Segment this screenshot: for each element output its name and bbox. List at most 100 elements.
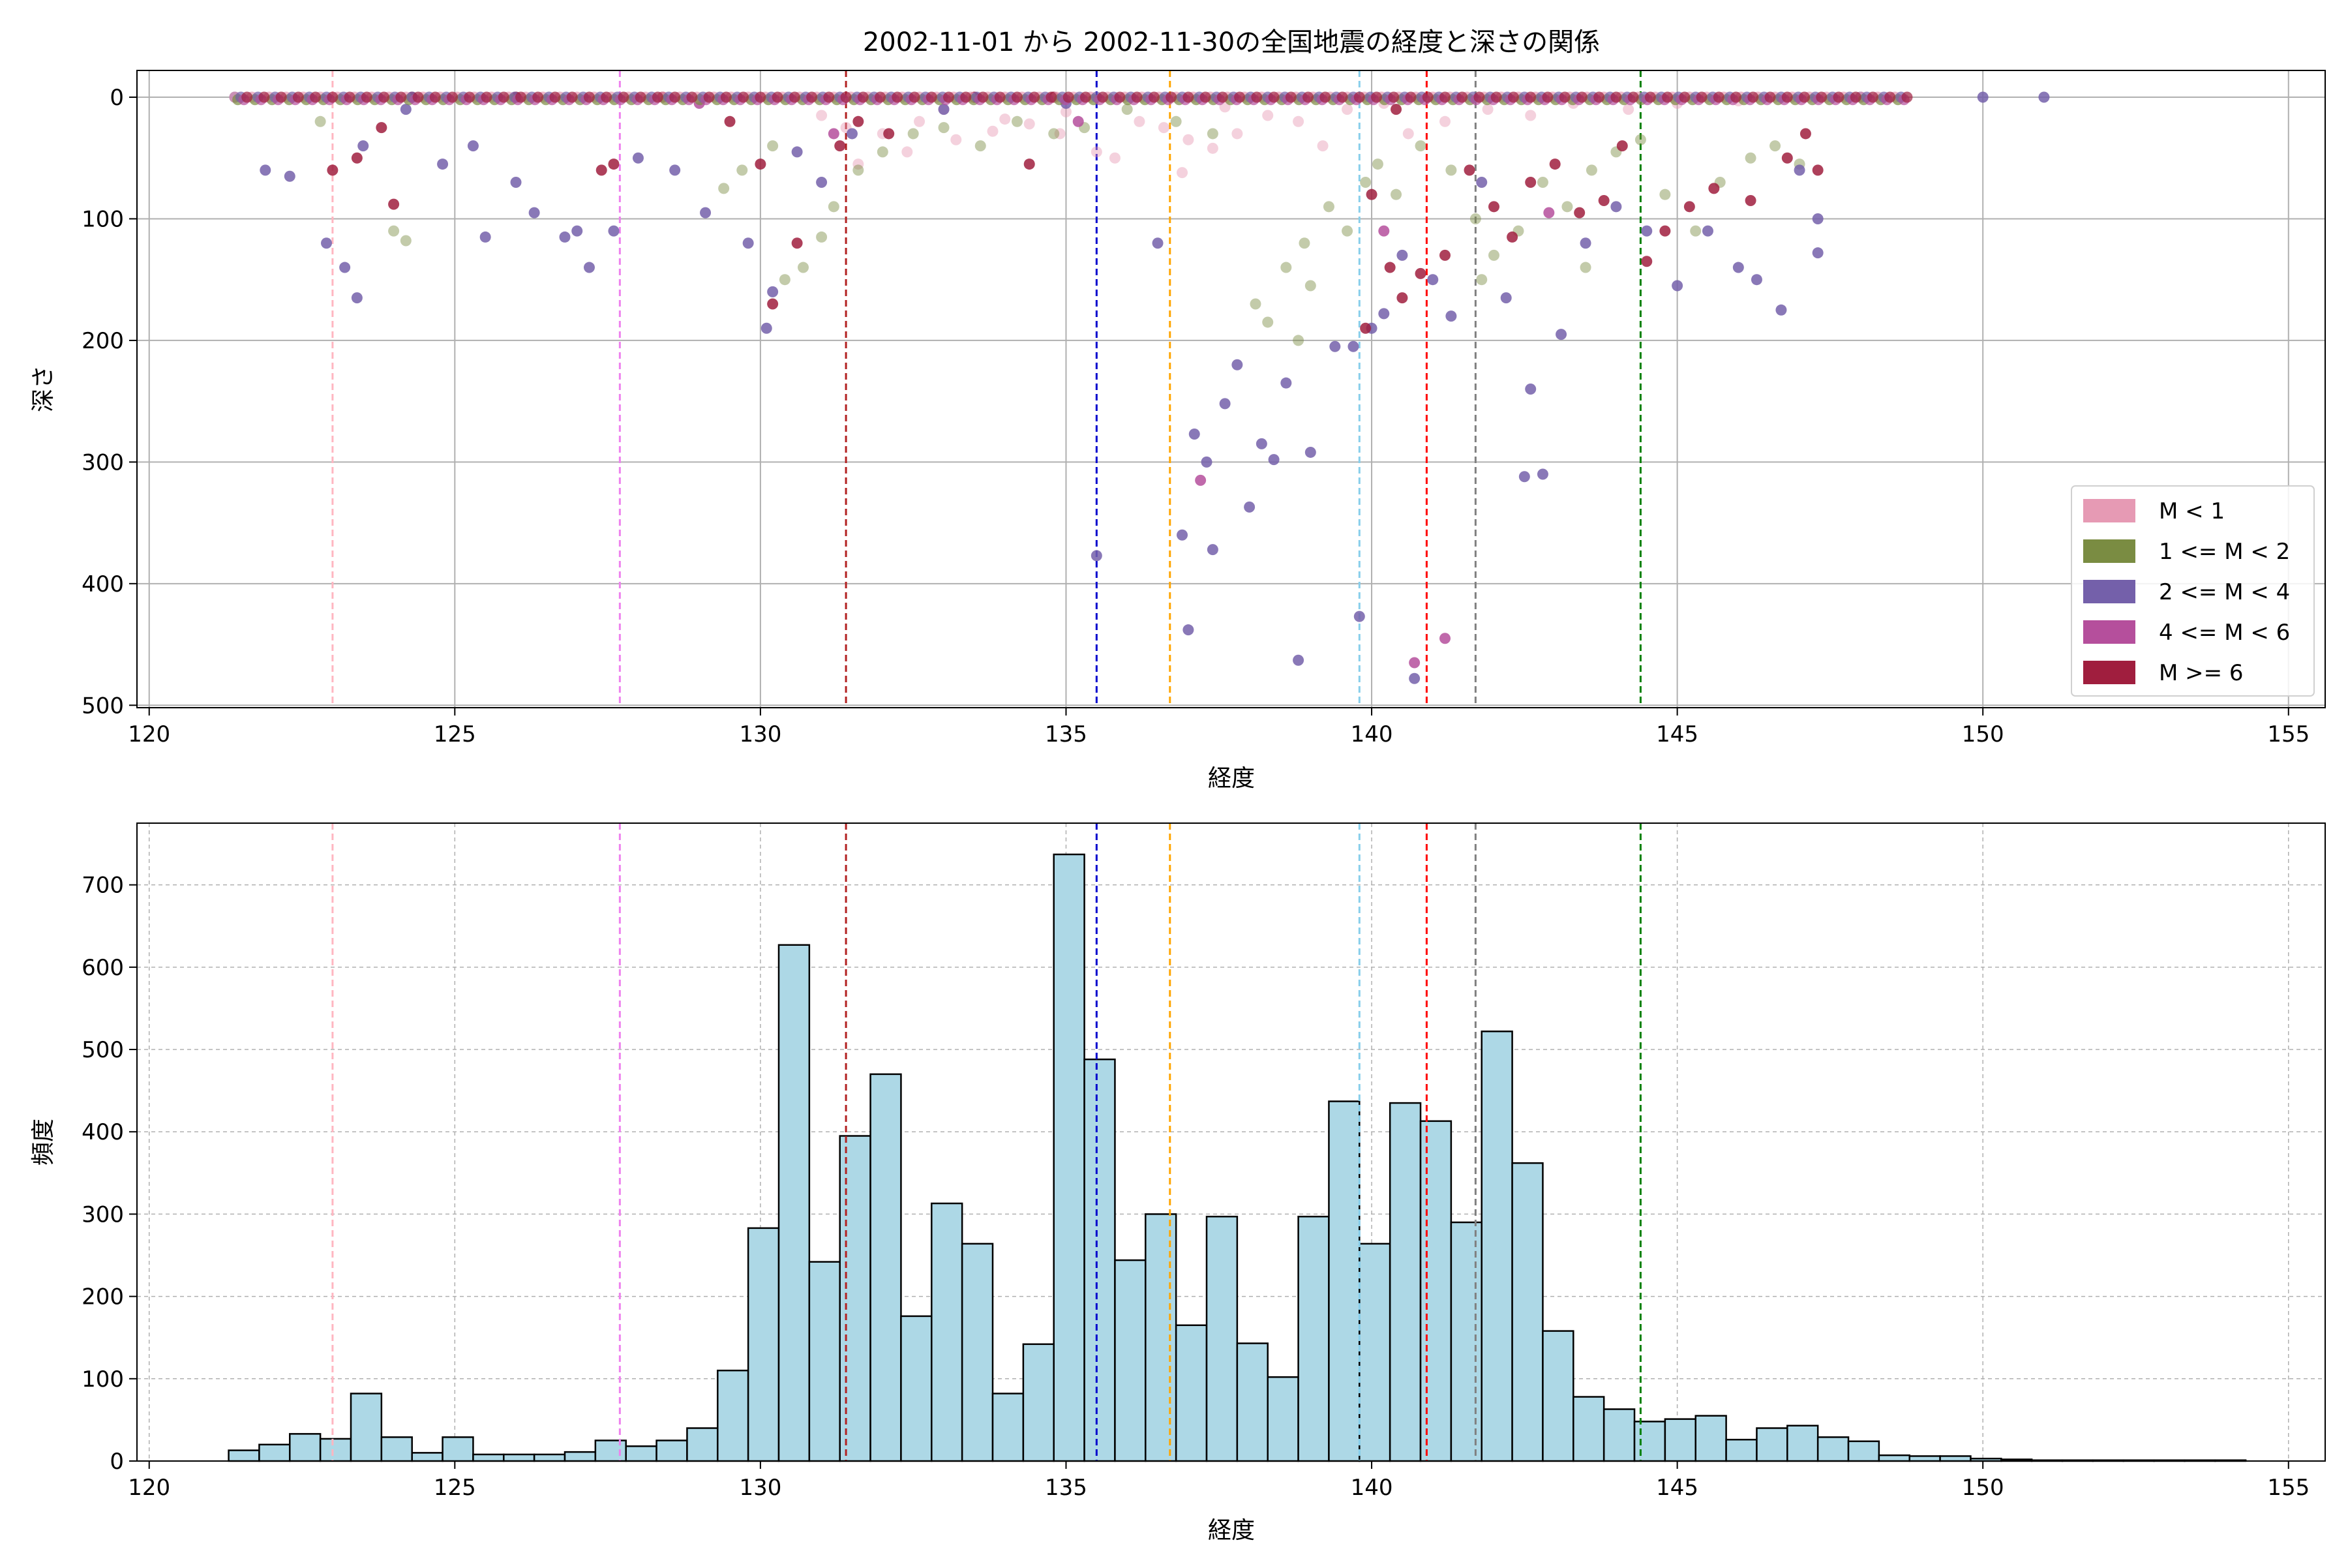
scatter-point (357, 140, 369, 152)
scatter-point (1319, 91, 1331, 103)
scatter-point (1476, 274, 1488, 286)
scatter-point (1293, 335, 1304, 346)
scatter-point (1079, 91, 1091, 103)
legend-label: M < 1 (2159, 498, 2225, 524)
histogram-bar (1939, 1455, 1972, 1462)
histogram-bar (1205, 1215, 1239, 1462)
legend-label: 4 <= M < 6 (2159, 620, 2290, 646)
scatter-point (840, 91, 852, 103)
scatter-point (1121, 104, 1133, 115)
scatter-point (1023, 158, 1035, 170)
histogram-bar (869, 1073, 902, 1462)
scatter-point (1268, 91, 1280, 103)
scatter-point (914, 115, 926, 127)
scatter-point (1046, 91, 1057, 103)
scatter-point (549, 91, 561, 103)
scatter-point (1402, 128, 1414, 140)
scatter-point (806, 91, 818, 103)
scatter-point (1439, 115, 1451, 127)
scatter-point (1280, 262, 1292, 273)
scatter-point (772, 91, 783, 103)
scatter-point (960, 91, 972, 103)
scatter-point (1201, 456, 1212, 468)
histogram-bar (1389, 1102, 1422, 1462)
histogram-bar (1908, 1455, 1941, 1462)
scatter-point (2038, 91, 2050, 103)
histogram-ticks: 120 125 130 135 140 145 150 155 0 100 200 300 400 500… (82, 873, 2310, 1501)
histogram-bar (564, 1451, 597, 1462)
scatter-point (1388, 91, 1400, 103)
scatter-point (1415, 267, 1426, 279)
scatter-point (1812, 213, 1824, 224)
scatter-point (1302, 91, 1314, 103)
scatter-point (1422, 91, 1434, 103)
scatter-point (571, 225, 583, 237)
histogram-bar (1573, 1396, 1605, 1462)
scatter-point (718, 183, 730, 194)
scatter-point (669, 164, 681, 176)
scatter-grid (137, 70, 2325, 708)
legend-swatch (2083, 620, 2135, 644)
scatter-point (1062, 91, 1074, 103)
histogram-bar (319, 1438, 352, 1462)
scatter-point (852, 164, 864, 176)
scatter-point (1812, 164, 1824, 176)
scatter-point (1072, 115, 1084, 127)
scatter-point (1011, 115, 1023, 127)
scatter-point (1702, 225, 1713, 237)
scatter-ylabel: 深さ (30, 365, 57, 412)
scatter-ticks: 120 125 130 135 140 145 150 155 0 100 200 300 400 500 (82, 85, 2310, 747)
histogram-ytick-label: 600 (82, 955, 124, 981)
scatter-point (1580, 262, 1591, 273)
scatter-point (1732, 262, 1744, 273)
scatter-xtick-label: 150 (1962, 721, 2004, 747)
scatter-point (595, 164, 607, 176)
scatter-point (479, 231, 491, 243)
scatter-point (846, 128, 858, 140)
scatter-point (1580, 237, 1591, 249)
scatter-point (284, 170, 295, 182)
scatter-point (883, 128, 895, 140)
scatter-point (1285, 91, 1297, 103)
scatter-point (412, 91, 424, 103)
histogram-bar (1511, 1162, 1544, 1462)
scatter-points (229, 91, 2050, 684)
legend-label: 1 <= M < 2 (2159, 539, 2290, 565)
scatter-point (1323, 201, 1334, 213)
scatter-point (1304, 446, 1316, 458)
scatter-point (1641, 256, 1653, 267)
scatter-point (1256, 438, 1267, 449)
scatter-point (1549, 158, 1561, 170)
scatter-point (1559, 91, 1571, 103)
histogram-bar (1328, 1100, 1361, 1462)
scatter-point (720, 91, 732, 103)
scatter-point (1299, 237, 1310, 249)
scatter-point (1366, 188, 1377, 200)
scatter-point (1166, 91, 1177, 103)
histogram-bar (1083, 1058, 1116, 1462)
scatter-point (1525, 384, 1537, 395)
scatter-point (1445, 310, 1457, 322)
histogram-bar (1816, 1436, 1850, 1462)
scatter-point (1867, 91, 1879, 103)
scatter-point (498, 91, 509, 103)
scatter-point (755, 158, 766, 170)
scatter-point (1011, 91, 1023, 103)
histogram-bar (686, 1427, 719, 1462)
scatter-point (938, 122, 950, 134)
scatter-point (1598, 195, 1610, 207)
scatter-point (1747, 91, 1759, 103)
scatter-ytick-label: 400 (82, 571, 124, 597)
scatter-point (260, 164, 271, 176)
scatter-point (823, 91, 835, 103)
scatter-point (789, 91, 800, 103)
scatter-point (797, 262, 809, 273)
scatter-point (1268, 454, 1280, 466)
scatter-point (1439, 249, 1451, 261)
scatter-point (1360, 322, 1372, 334)
scatter-point (724, 115, 736, 127)
scatter-legend: M < 1 1 <= M < 2 2 <= M < 4 4 <= M < 6 M >= … (2071, 485, 2315, 697)
histogram-bar (258, 1443, 291, 1462)
legend-label: 2 <= M < 4 (2159, 579, 2290, 605)
